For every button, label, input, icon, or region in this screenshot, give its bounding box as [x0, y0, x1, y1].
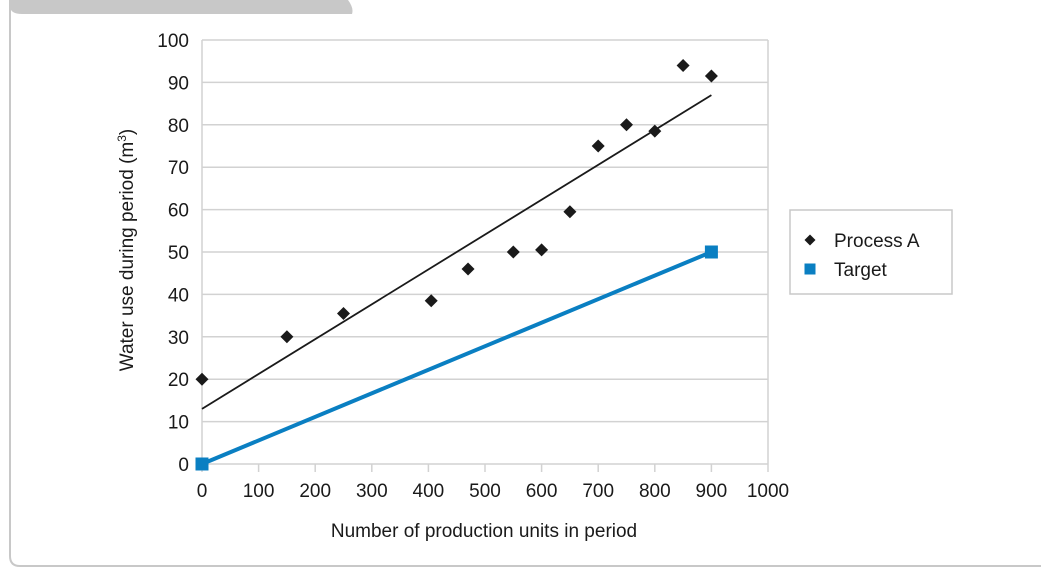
y-axis-label-superscript: 3: [115, 135, 129, 142]
process-a-point-8: [591, 139, 605, 153]
x-tick-label-1: 100: [243, 481, 275, 502]
process-a-point-6: [535, 243, 549, 257]
process-a-point-4: [461, 262, 475, 276]
legend-label-process-a: Process A: [834, 231, 920, 252]
target-line: [201, 250, 713, 466]
legend-marker-target: [804, 263, 816, 275]
y-tick-label-0: 0: [178, 455, 189, 476]
legend: Process A Target: [789, 209, 953, 295]
process-a-point-10: [648, 124, 662, 138]
legend-marker-process-a: [804, 234, 816, 246]
y-tick-label-4: 40: [168, 285, 189, 306]
x-tick-label-0: 0: [197, 481, 208, 502]
process-a-trendline: [201, 94, 712, 410]
target-point-0: [195, 457, 209, 471]
y-tick-label-2: 20: [168, 370, 189, 391]
process-a-point-2: [337, 306, 350, 320]
process-a-point-9: [620, 118, 633, 132]
y-tick-label-3: 30: [168, 328, 189, 349]
frame-tab: [10, 0, 353, 14]
x-tick-label-10: 1000: [747, 481, 789, 502]
y-axis-label-suffix: ): [117, 129, 138, 135]
x-tick-label-7: 700: [582, 481, 614, 502]
frame-border: [9, 0, 1041, 567]
y-tick-label-6: 60: [168, 201, 189, 222]
process-a-point-0: [195, 372, 209, 386]
x-tick-label-2: 200: [299, 481, 331, 502]
x-tick-label-4: 400: [413, 481, 445, 502]
legend-label-target: Target: [834, 260, 888, 281]
y-tick-label-8: 80: [168, 116, 189, 137]
series: [195, 58, 718, 471]
x-tick-label-8: 800: [639, 481, 671, 502]
process-a-point-3: [424, 294, 438, 308]
y-tick-label-7: 70: [168, 158, 189, 179]
x-tick-label-5: 500: [469, 481, 501, 502]
grid-lines: [202, 39, 768, 423]
y-axis-label: Water use during period (m3): [115, 129, 138, 372]
y-tick-label-10: 100: [157, 31, 189, 52]
x-tick-label-6: 600: [526, 481, 558, 502]
process-a-point-12: [704, 69, 718, 83]
legend-box: [789, 209, 953, 295]
process-a-point-11: [676, 58, 690, 72]
x-tick-label-3: 300: [356, 481, 388, 502]
y-tick-label-9: 90: [168, 73, 189, 94]
y-tick-label-5: 50: [168, 243, 189, 264]
y-axis-label-main: Water use during period (m: [117, 142, 138, 372]
process-a-point-7: [563, 205, 577, 219]
x-axis-label: Number of production units in period: [331, 521, 637, 542]
process-a-point-5: [506, 245, 520, 259]
target-point-1: [704, 245, 718, 259]
y-tick-label-1: 10: [168, 413, 189, 434]
x-tick-label-9: 900: [696, 481, 728, 502]
process-a-point-1: [280, 330, 294, 344]
